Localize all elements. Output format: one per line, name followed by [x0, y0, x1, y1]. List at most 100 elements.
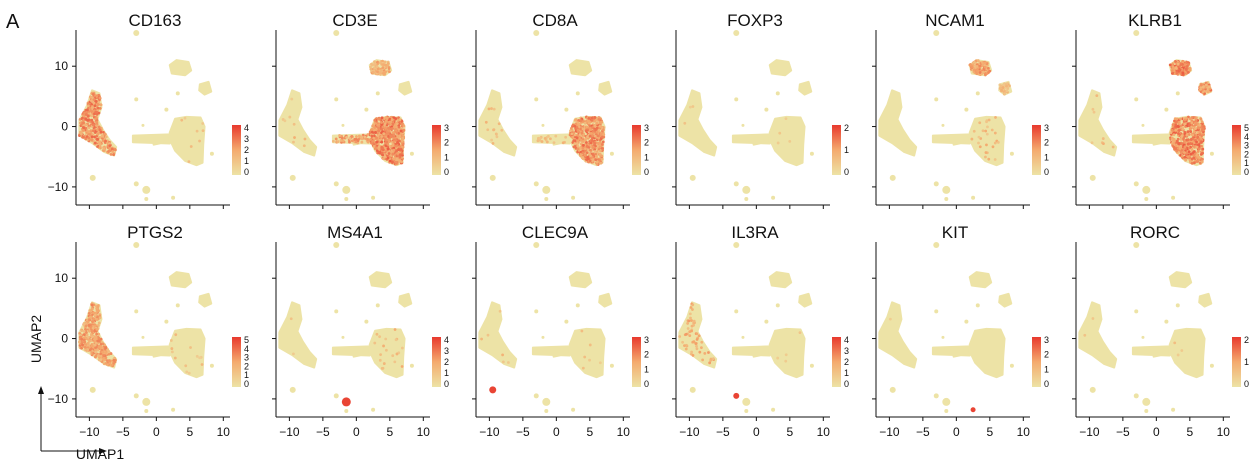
x-tick-label: −5	[116, 425, 130, 439]
cell-point	[594, 128, 597, 132]
cell-point	[95, 317, 98, 321]
cell-point	[376, 134, 380, 138]
cell-point	[92, 98, 96, 101]
cell-point	[394, 136, 397, 140]
cell-point	[96, 348, 100, 352]
cell-point	[394, 117, 398, 120]
colorbar-label: 1	[244, 370, 249, 380]
cell-point	[381, 125, 385, 129]
cell-point	[601, 140, 605, 144]
cell-point	[1192, 156, 1196, 160]
cell-point	[400, 119, 404, 123]
cell-point	[1172, 142, 1176, 146]
x-tick-label: 0	[953, 425, 960, 439]
cell-point	[1170, 136, 1174, 140]
cell-point	[598, 152, 602, 156]
cell-point	[1191, 151, 1195, 155]
cell-point	[1090, 141, 1094, 145]
cell-point	[95, 332, 98, 336]
cell-point	[1189, 130, 1193, 133]
cell-point	[690, 329, 693, 333]
cell-point	[99, 130, 103, 134]
cell-point	[1188, 117, 1192, 121]
cluster-dot-bcell	[342, 185, 351, 194]
cell-point	[1193, 116, 1197, 120]
cluster-dot-a	[1134, 309, 1139, 314]
cell-point	[597, 117, 601, 121]
cell-point	[400, 346, 404, 350]
cluster-dot-mast	[371, 195, 376, 200]
cell-point	[91, 335, 95, 338]
cell-point	[582, 143, 585, 147]
cell-point	[94, 336, 98, 340]
cell-point	[593, 116, 597, 119]
cluster-dot-top	[533, 242, 540, 249]
cell-point	[87, 130, 90, 134]
cell-point	[1174, 123, 1178, 127]
cluster-dot-mast	[571, 407, 576, 412]
cell-point	[1170, 128, 1174, 132]
cell-point	[185, 370, 189, 374]
colorbar-label: 5	[1244, 123, 1249, 133]
cell-point	[392, 146, 396, 150]
cell-point	[1199, 88, 1202, 91]
colorbar	[1232, 125, 1241, 175]
colorbar-label: 2	[1044, 138, 1049, 148]
cell-point	[981, 129, 985, 133]
cell-point	[370, 62, 373, 66]
cell-point	[598, 361, 602, 365]
cell-point	[991, 145, 995, 149]
cell-point	[392, 148, 396, 152]
cell-point	[1177, 121, 1180, 124]
cluster-dot-b	[375, 91, 380, 96]
cluster-dot-cdc	[733, 181, 739, 187]
cell-point	[378, 138, 382, 142]
cluster-nk2	[598, 80, 613, 96]
cell-point	[543, 136, 547, 140]
cell-point	[983, 61, 987, 65]
cell-point	[91, 96, 94, 99]
cell-point	[601, 135, 604, 139]
cell-point	[561, 141, 565, 145]
cell-point	[98, 316, 102, 320]
cell-point	[684, 347, 688, 351]
cluster-small1	[752, 348, 761, 358]
cell-point	[497, 122, 501, 126]
cell-point	[80, 132, 83, 136]
cell-point	[397, 148, 401, 152]
cluster-dot-d	[364, 319, 369, 324]
cluster-nk2	[798, 80, 813, 96]
cluster-dot-a	[734, 97, 739, 102]
cell-point	[83, 345, 87, 349]
cell-point	[490, 107, 493, 110]
cluster-dot-d	[364, 107, 369, 112]
cell-point	[112, 358, 116, 362]
x-tick-label: 5	[586, 425, 593, 439]
cluster-dot-mast2	[944, 408, 949, 413]
cell-point	[1200, 120, 1204, 124]
cluster-bridge	[531, 345, 571, 357]
cell-point	[981, 70, 985, 74]
cell-point	[391, 122, 395, 126]
cell-point	[394, 128, 398, 132]
cluster-tcell	[1168, 327, 1206, 379]
cell-point	[888, 317, 892, 321]
cell-point	[576, 129, 580, 132]
cell-point	[90, 347, 93, 351]
cell-point	[92, 129, 95, 133]
cluster-dot-pdc	[1089, 386, 1096, 393]
colorbar	[432, 125, 441, 175]
cell-point	[683, 344, 686, 348]
cell-point	[1000, 88, 1004, 92]
cell-point	[600, 157, 604, 161]
cell-point	[1197, 126, 1201, 130]
cell-point	[487, 107, 491, 111]
cell-point	[382, 117, 386, 120]
cell-point	[1095, 94, 1099, 98]
colorbar-label: 3	[644, 123, 649, 133]
cell-point	[98, 140, 102, 144]
cell-point	[1179, 137, 1183, 141]
panel-title: NCAM1	[925, 11, 985, 30]
colorbar-label: 3	[844, 346, 849, 356]
colorbar-label: 0	[644, 167, 649, 177]
